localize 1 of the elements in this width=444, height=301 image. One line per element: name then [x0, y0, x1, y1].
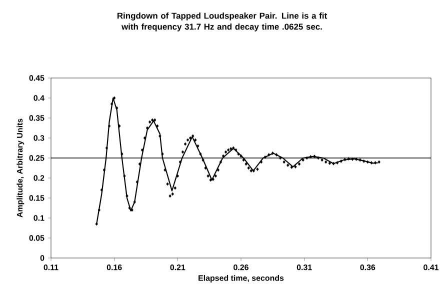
chart-title: Ringdown of Tapped Loudspeaker Pair. Line is a fit with frequency 31.7 Hz and decay time .0625 sec.	[117, 12, 327, 32]
